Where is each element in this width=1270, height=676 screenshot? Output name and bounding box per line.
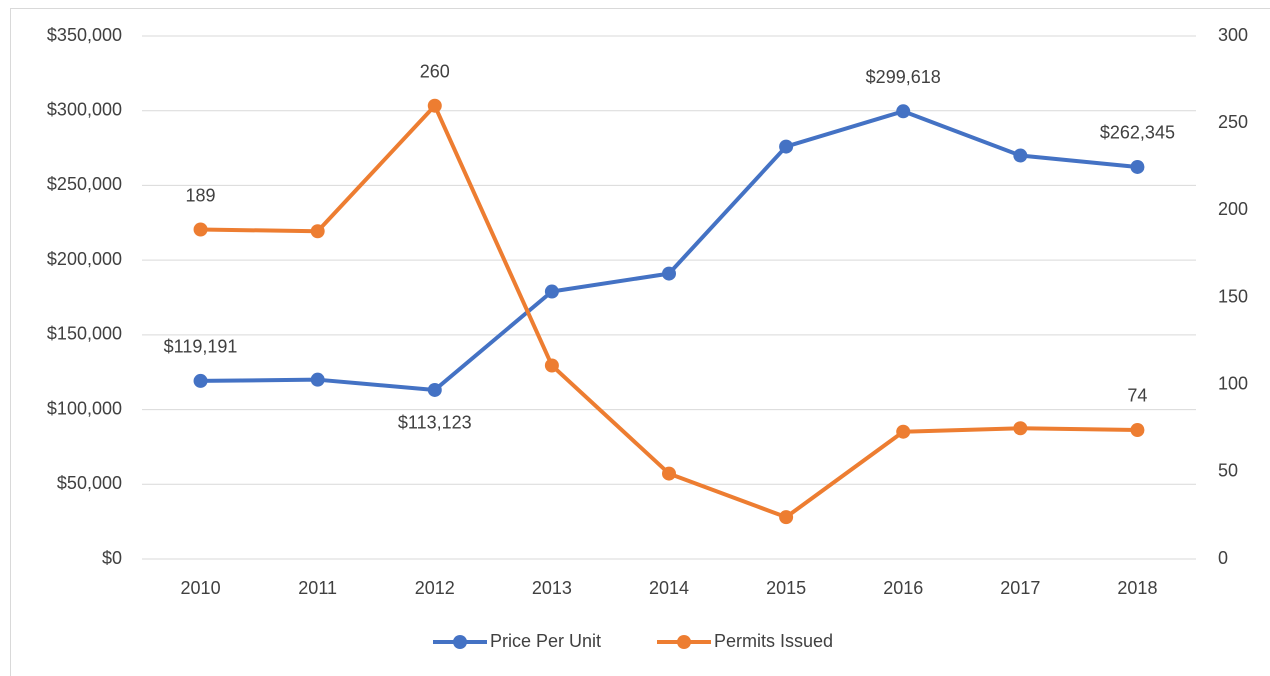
x-tick-label: 2014 bbox=[649, 578, 689, 598]
x-tick-label: 2016 bbox=[883, 578, 923, 598]
point bbox=[544, 284, 559, 299]
y-tick-label: $50,000 bbox=[57, 473, 122, 493]
data-label: $113,123 bbox=[398, 413, 472, 433]
point bbox=[896, 104, 911, 119]
point bbox=[544, 358, 559, 373]
series-line bbox=[200, 109, 1138, 392]
point bbox=[662, 466, 676, 481]
point bbox=[662, 266, 676, 281]
data-label: 260 bbox=[420, 61, 450, 81]
series-line bbox=[200, 103, 1138, 520]
y-tick-label: $250,000 bbox=[47, 174, 122, 194]
x-tick-label: 2015 bbox=[766, 578, 806, 598]
data-label: 74 bbox=[1127, 386, 1147, 406]
y-tick-label: $350,000 bbox=[47, 25, 122, 45]
y2-tick-label: 0 bbox=[1218, 548, 1228, 568]
legend-label: Price Per Unit bbox=[490, 631, 601, 651]
point bbox=[1130, 422, 1145, 437]
point bbox=[779, 510, 794, 525]
y-tick-label: $100,000 bbox=[47, 398, 122, 418]
y2-tick-label: 250 bbox=[1218, 112, 1248, 132]
data-label: $262,345 bbox=[1100, 123, 1175, 143]
data-label: $299,618 bbox=[866, 67, 941, 87]
y2-tick-label: 200 bbox=[1218, 199, 1248, 219]
y-tick-label: $300,000 bbox=[47, 99, 122, 119]
point bbox=[193, 373, 208, 388]
point bbox=[1013, 148, 1028, 163]
point bbox=[1130, 159, 1145, 174]
legend-label: Permits Issued bbox=[714, 631, 833, 651]
x-tick-label: 2017 bbox=[1000, 578, 1040, 598]
y2-tick-label: 150 bbox=[1218, 286, 1248, 306]
y-tick-label: $150,000 bbox=[47, 324, 122, 344]
point bbox=[310, 224, 325, 239]
legend-marker bbox=[453, 635, 467, 649]
point bbox=[427, 382, 442, 397]
x-tick-label: 2011 bbox=[298, 578, 337, 598]
point bbox=[310, 372, 325, 387]
point bbox=[779, 139, 794, 154]
point bbox=[896, 424, 911, 439]
point bbox=[427, 98, 442, 113]
x-tick-label: 2013 bbox=[532, 578, 572, 598]
y2-tick-label: 100 bbox=[1218, 373, 1248, 393]
y-tick-label: $200,000 bbox=[47, 249, 122, 269]
x-tick-label: 2010 bbox=[181, 578, 221, 598]
y2-tick-label: 50 bbox=[1218, 461, 1238, 481]
data-label: 189 bbox=[186, 185, 216, 205]
x-tick-label: 2018 bbox=[1117, 578, 1157, 598]
y-tick-label: $0 bbox=[102, 548, 122, 568]
point bbox=[1013, 421, 1028, 436]
y2-tick-label: 300 bbox=[1218, 25, 1248, 45]
x-tick-label: 2012 bbox=[415, 578, 455, 598]
legend-marker bbox=[677, 635, 691, 649]
data-label: $119,191 bbox=[164, 337, 238, 357]
point bbox=[193, 222, 208, 237]
